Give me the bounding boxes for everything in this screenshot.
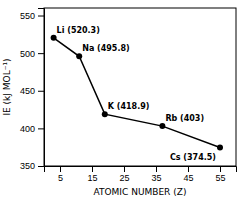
x-tick-label: 15 (87, 173, 97, 183)
x-tick-mark (124, 166, 125, 172)
x-tick-label: 35 (151, 173, 161, 183)
y-tick-label: 400 (20, 124, 35, 134)
x-tick-label: 45 (183, 173, 193, 183)
x-axis-title: ATOMIC NUMBER (Z) (94, 187, 187, 197)
x-tick-mark (92, 166, 93, 172)
plot-frame (44, 8, 236, 166)
x-tick-label: 5 (58, 173, 63, 183)
point (76, 53, 82, 59)
y-tick: 550 (20, 11, 44, 21)
y-tick-mark (38, 128, 44, 129)
y-tick: 500 (20, 49, 44, 59)
data-label: K (418.9) (108, 102, 150, 111)
point (51, 35, 57, 41)
y-tick-label: 500 (20, 49, 35, 59)
x-axis-line (45, 167, 237, 173)
y-axis-title: IE (kJ MOL⁻¹) (2, 58, 12, 115)
point (159, 123, 165, 129)
point (217, 145, 223, 151)
x-tick: 55 (215, 166, 225, 183)
x-tick: 25 (119, 166, 129, 183)
data-label: Cs (374.5) (170, 153, 216, 162)
plot: 5 15 25 35 45 55 350 400 450 500 550 ATOMIC NUMBER … (2, 8, 237, 197)
data-label: Li (520.3) (57, 26, 100, 35)
x-tick: 45 (183, 166, 193, 183)
y-tick: 400 (20, 124, 44, 134)
x-tick-mark (156, 166, 157, 172)
x-tick-label: 55 (215, 173, 225, 183)
y-axis-line (38, 9, 45, 167)
y-tick: 450 (20, 86, 44, 96)
y-tick-mark (38, 91, 44, 92)
y-tick-mark (38, 166, 44, 167)
y-axis: 350 400 450 500 550 (20, 9, 45, 172)
y-tick-label: 550 (20, 11, 35, 21)
y-tick-mark (38, 53, 44, 54)
x-tick-mark (60, 166, 61, 172)
data-labels: Li (520.3) Na (495.8) K (418.9) Rb (403) Cs … (57, 26, 216, 162)
data-label: Na (495.8) (82, 44, 130, 53)
x-tick-label: 25 (119, 173, 129, 183)
line (54, 38, 220, 148)
x-tick: 35 (151, 166, 161, 183)
x-axis: 5 15 25 35 45 55 (45, 166, 237, 183)
x-tick: 5 (58, 166, 63, 183)
y-tick: 350 (20, 161, 44, 171)
y-tick-mark (38, 16, 44, 17)
x-tick-mark (188, 166, 189, 172)
x-tick-mark (220, 166, 221, 172)
chart: 5 15 25 35 45 55 350 400 450 500 550 ATOMIC NUMBER … (0, 0, 244, 199)
marks (51, 35, 223, 151)
y-tick-label: 450 (20, 86, 35, 96)
data-label: Rb (403) (165, 114, 204, 123)
point (102, 111, 108, 117)
y-tick-label: 350 (20, 161, 35, 171)
x-tick: 15 (87, 166, 97, 183)
